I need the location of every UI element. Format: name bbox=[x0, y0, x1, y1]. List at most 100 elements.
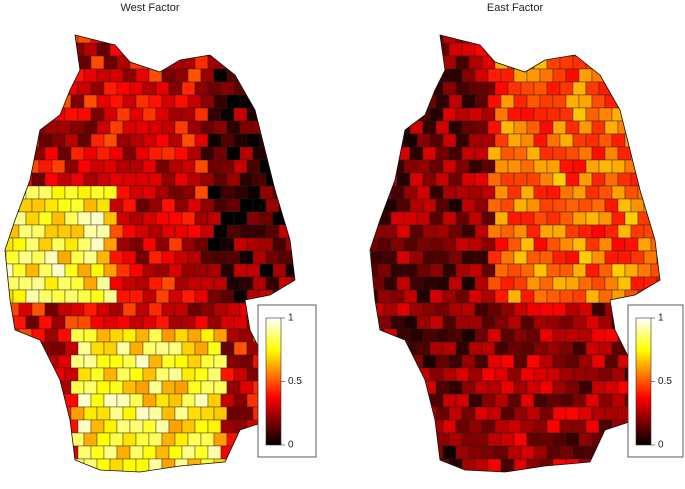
region bbox=[487, 302, 502, 317]
region bbox=[409, 198, 424, 213]
region bbox=[161, 432, 176, 447]
region bbox=[135, 354, 150, 369]
region bbox=[383, 380, 398, 395]
region bbox=[233, 419, 248, 434]
region bbox=[109, 302, 124, 317]
region bbox=[585, 211, 600, 226]
region bbox=[200, 224, 215, 239]
region bbox=[18, 146, 33, 161]
region bbox=[272, 211, 287, 226]
region bbox=[83, 94, 98, 109]
region bbox=[409, 302, 424, 317]
region bbox=[481, 367, 496, 382]
region bbox=[513, 68, 528, 83]
region bbox=[220, 211, 235, 226]
region bbox=[291, 68, 295, 83]
region bbox=[448, 458, 463, 472]
region bbox=[611, 471, 626, 472]
region bbox=[481, 107, 496, 122]
region bbox=[539, 198, 554, 213]
region bbox=[442, 185, 457, 200]
region bbox=[265, 146, 280, 161]
region bbox=[239, 120, 254, 135]
region bbox=[377, 419, 392, 434]
region bbox=[468, 55, 483, 70]
region bbox=[435, 224, 450, 239]
region bbox=[226, 354, 241, 369]
region bbox=[494, 107, 509, 122]
region bbox=[370, 445, 379, 460]
region bbox=[494, 367, 509, 382]
region bbox=[611, 81, 626, 96]
region bbox=[552, 68, 567, 83]
region bbox=[38, 81, 53, 96]
region bbox=[604, 42, 619, 57]
region bbox=[435, 276, 450, 291]
region bbox=[390, 211, 405, 226]
region bbox=[468, 211, 483, 226]
region bbox=[252, 68, 267, 83]
region bbox=[194, 185, 209, 200]
region bbox=[494, 315, 509, 330]
region bbox=[383, 42, 398, 57]
region bbox=[161, 120, 176, 135]
region bbox=[291, 276, 295, 291]
region bbox=[129, 445, 144, 460]
region bbox=[604, 458, 619, 472]
region bbox=[194, 159, 209, 174]
region bbox=[64, 393, 79, 408]
region bbox=[442, 211, 457, 226]
region bbox=[481, 35, 496, 44]
region bbox=[435, 328, 450, 343]
region bbox=[435, 172, 450, 187]
region bbox=[591, 146, 606, 161]
region bbox=[481, 81, 496, 96]
region bbox=[90, 211, 105, 226]
region bbox=[148, 224, 163, 239]
region bbox=[142, 471, 157, 472]
region bbox=[617, 458, 632, 472]
region bbox=[435, 302, 450, 317]
region bbox=[664, 56, 677, 69]
region bbox=[598, 341, 613, 356]
region bbox=[12, 81, 27, 96]
region bbox=[585, 367, 600, 382]
region bbox=[526, 68, 541, 83]
region bbox=[390, 341, 405, 356]
region bbox=[265, 198, 280, 213]
region bbox=[161, 354, 176, 369]
region bbox=[129, 35, 144, 44]
region bbox=[416, 35, 431, 44]
region bbox=[572, 419, 587, 434]
region bbox=[305, 225, 318, 238]
region bbox=[500, 68, 515, 83]
region bbox=[194, 211, 209, 226]
region bbox=[565, 406, 580, 421]
region bbox=[220, 471, 235, 472]
region bbox=[507, 445, 522, 460]
region bbox=[259, 107, 274, 122]
region bbox=[591, 94, 606, 109]
region bbox=[630, 250, 645, 265]
region bbox=[174, 94, 189, 109]
region bbox=[246, 35, 261, 44]
region bbox=[611, 367, 626, 382]
region bbox=[435, 120, 450, 135]
region bbox=[559, 185, 574, 200]
region bbox=[233, 133, 248, 148]
region bbox=[591, 198, 606, 213]
region bbox=[103, 35, 118, 44]
region bbox=[299, 212, 312, 225]
region bbox=[487, 432, 502, 447]
region bbox=[455, 393, 470, 408]
region bbox=[520, 393, 535, 408]
region bbox=[38, 289, 53, 304]
region bbox=[650, 471, 660, 472]
region bbox=[103, 315, 118, 330]
region bbox=[226, 146, 241, 161]
region bbox=[38, 419, 53, 434]
region bbox=[546, 133, 561, 148]
region bbox=[578, 172, 593, 187]
region bbox=[38, 471, 53, 472]
